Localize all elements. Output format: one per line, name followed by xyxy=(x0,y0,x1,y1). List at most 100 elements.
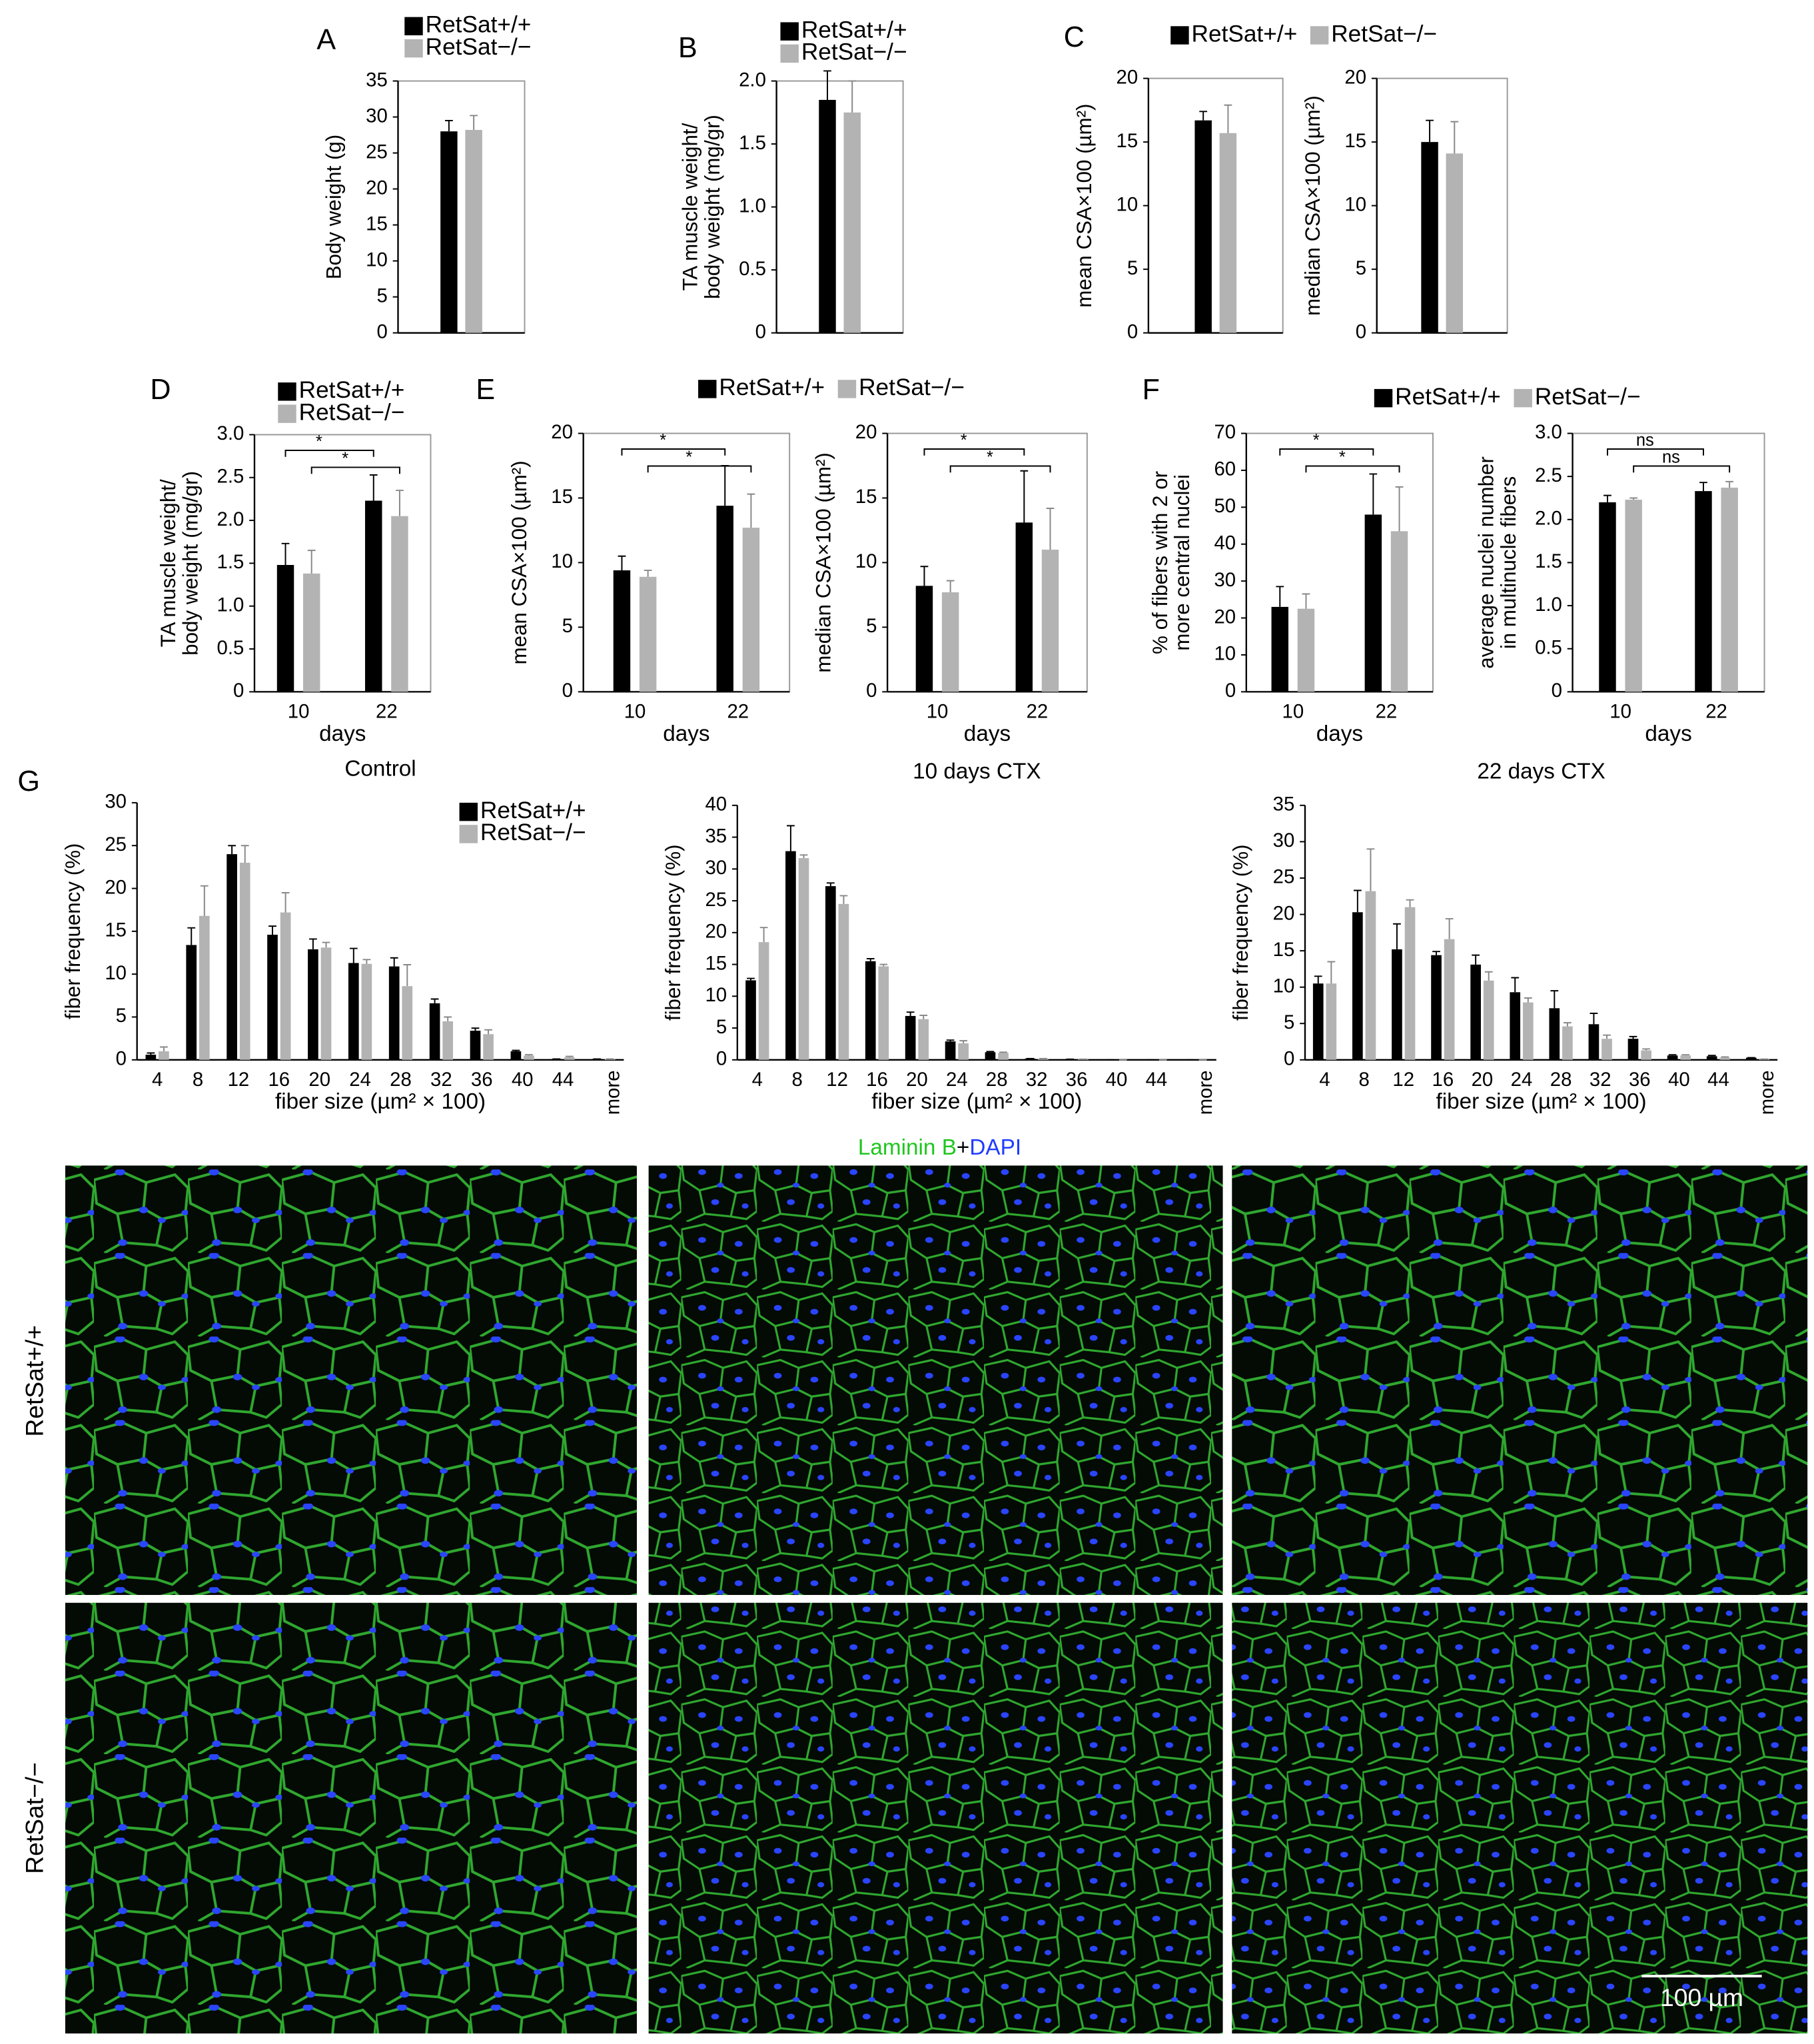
error-bar xyxy=(1327,961,1336,984)
bar xyxy=(510,1051,522,1060)
y-tick-label: 0 xyxy=(376,320,387,342)
y-tick-label: 0 xyxy=(562,680,573,702)
significance-bracket xyxy=(621,448,726,456)
error-bar xyxy=(946,580,955,593)
x-tick-label: 40 xyxy=(1668,1069,1690,1091)
bar xyxy=(1510,992,1521,1060)
error-bar xyxy=(403,964,412,987)
x-tick-label: 44 xyxy=(1707,1069,1729,1091)
bar xyxy=(429,1003,440,1060)
bar xyxy=(639,576,657,692)
y-tick-label: 25 xyxy=(1273,866,1295,888)
x-tick-label: 28 xyxy=(1550,1069,1572,1091)
bar xyxy=(918,1019,929,1060)
bar xyxy=(320,947,332,1060)
bar xyxy=(1719,1057,1731,1060)
y-tick-label: 1.5 xyxy=(1535,550,1562,572)
x-tick-label: 24 xyxy=(1511,1069,1533,1091)
error-bar xyxy=(1432,951,1440,955)
legend-label: RetSat+/+ xyxy=(426,12,532,38)
error-bar xyxy=(1484,971,1493,981)
y-tick-label: 10 xyxy=(551,550,573,572)
x-tick-label: 10 xyxy=(624,700,646,722)
y-tick-label: 20 xyxy=(1273,902,1295,924)
y-tick-label: 0 xyxy=(1127,320,1138,342)
y-tick-label: 20 xyxy=(105,876,127,898)
bar xyxy=(1706,1056,1717,1060)
error-bar xyxy=(200,885,209,916)
y-axis-label: body weight (mg/gr) xyxy=(179,471,202,656)
bar xyxy=(442,1021,454,1060)
error-bar xyxy=(866,957,875,961)
y-tick-label: 5 xyxy=(376,284,387,306)
error-bar xyxy=(1395,486,1404,532)
error-bar xyxy=(1020,470,1029,523)
error-bar xyxy=(1642,1048,1650,1051)
x-axis-label: days xyxy=(319,722,366,746)
error-bar xyxy=(1629,1035,1637,1039)
bar xyxy=(958,1043,969,1060)
y-axis-label: mean CSA×100 (µm²) xyxy=(1073,104,1096,308)
x-tick-label: 16 xyxy=(866,1069,888,1091)
bar xyxy=(365,500,382,692)
bar xyxy=(1680,1055,1691,1060)
legend-label: RetSat+/+ xyxy=(299,377,405,403)
legend-swatch xyxy=(459,802,478,821)
row-label: RetSat+/+ xyxy=(21,1325,49,1437)
bar xyxy=(440,131,458,333)
chart-title: 10 days CTX xyxy=(913,760,1041,784)
bar xyxy=(785,851,796,1060)
bar xyxy=(1326,983,1337,1060)
x-tick-label: 22 xyxy=(376,700,398,722)
y-tick-label: 15 xyxy=(705,952,727,974)
chart-title: Control xyxy=(344,757,416,781)
stain-dapi: DAPI xyxy=(969,1135,1021,1160)
bar xyxy=(1667,1055,1678,1060)
y-axis-label: in multinucle fibers xyxy=(1497,476,1520,649)
x-tick-label: 4 xyxy=(752,1069,763,1091)
x-tick-label: 32 xyxy=(1026,1069,1048,1091)
significance-label: * xyxy=(316,432,322,451)
y-tick-label: 0 xyxy=(116,1048,127,1070)
x-tick-label: 10 xyxy=(1609,700,1631,722)
error-bar xyxy=(848,80,857,113)
y-axis-label: TA muscle weight/ xyxy=(157,479,180,647)
y-axis-label: average nuclei number xyxy=(1475,456,1498,669)
legend-swatch xyxy=(1374,388,1393,408)
error-bar xyxy=(946,1039,955,1042)
error-bar xyxy=(879,963,888,967)
bar xyxy=(465,130,482,333)
error-bar xyxy=(1450,121,1459,154)
bar xyxy=(1431,955,1442,1060)
error-bar xyxy=(1725,480,1734,488)
bar xyxy=(1549,1008,1560,1060)
y-tick-label: 5 xyxy=(562,615,573,637)
error-bar xyxy=(1224,104,1232,133)
x-tick-label: 28 xyxy=(390,1069,412,1091)
error-bar xyxy=(1426,119,1434,143)
error-bar xyxy=(369,474,378,501)
bar xyxy=(1446,153,1464,333)
x-axis-label: days xyxy=(1645,722,1691,746)
chart-title: 22 days CTX xyxy=(1477,760,1605,784)
x-tick-label: 36 xyxy=(1066,1069,1088,1091)
error-bar xyxy=(799,854,808,859)
y-tick-label: 2.0 xyxy=(217,508,244,530)
error-bar xyxy=(721,464,729,506)
legend-swatch xyxy=(1514,388,1532,408)
y-tick-label: 30 xyxy=(1273,829,1295,851)
error-bar xyxy=(430,998,439,1003)
legend-label: RetSat+/+ xyxy=(480,797,586,823)
error-bar xyxy=(747,977,755,981)
x-tick-label: 24 xyxy=(349,1069,371,1091)
bar xyxy=(1483,980,1494,1060)
error-bar xyxy=(1353,889,1362,913)
y-tick-label: 2.5 xyxy=(1535,464,1562,486)
bar xyxy=(1015,522,1033,692)
bar xyxy=(758,942,769,1060)
bar xyxy=(915,586,933,692)
significance-label: * xyxy=(1313,431,1320,450)
bar xyxy=(267,934,278,1060)
significance-bracket xyxy=(923,448,1025,456)
y-tick-label: 20 xyxy=(1344,66,1366,88)
